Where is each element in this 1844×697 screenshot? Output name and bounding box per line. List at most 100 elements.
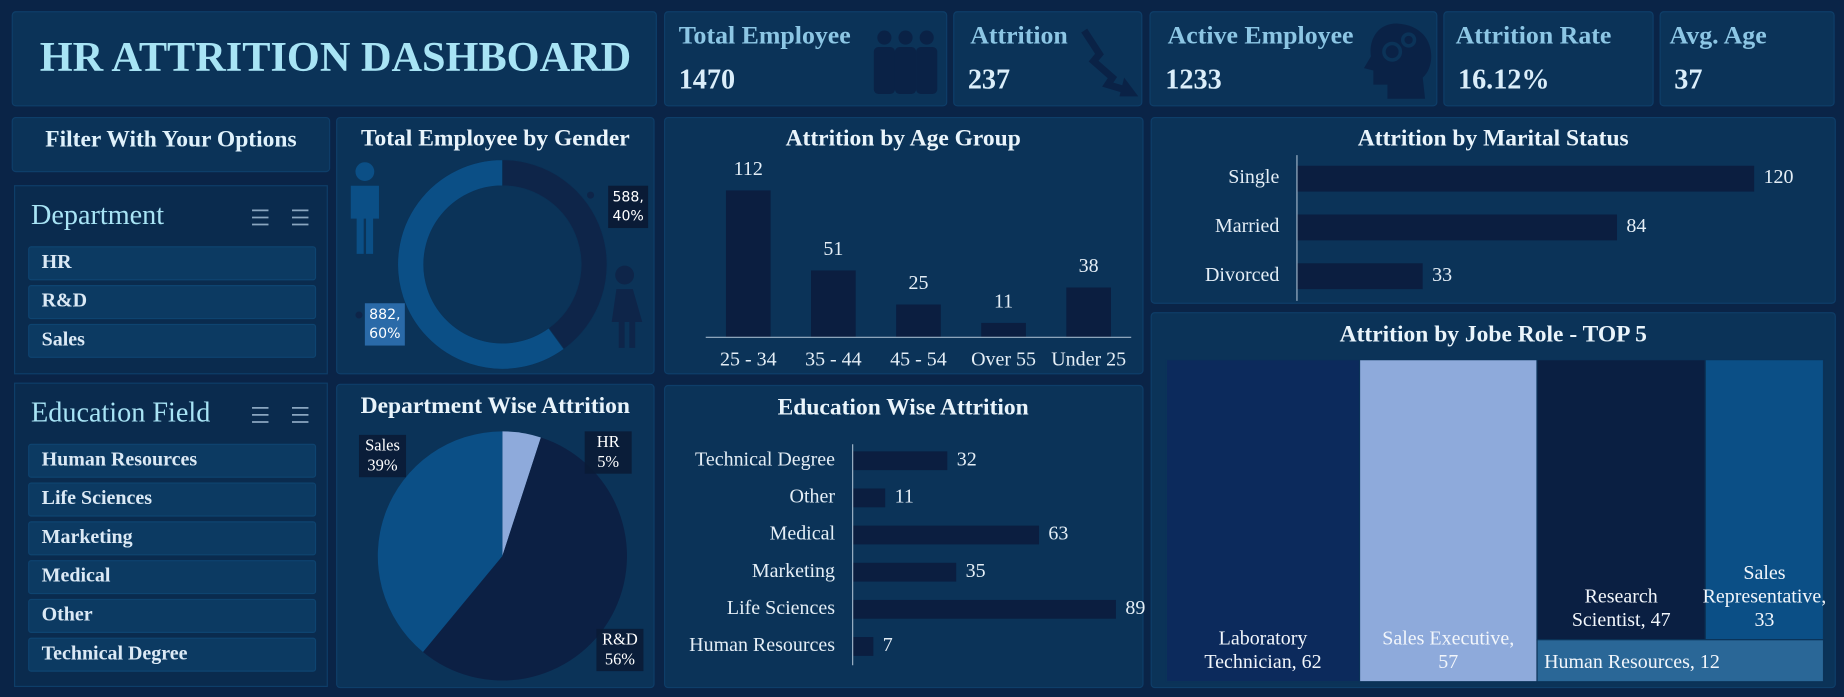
panel bbox=[11, 11, 657, 107]
bar bbox=[811, 270, 856, 338]
data-label: 63 bbox=[1048, 523, 1068, 545]
data-label: 11 bbox=[895, 485, 914, 507]
slicer-item-label: Human Resources bbox=[42, 448, 198, 470]
slicer-item-label: Other bbox=[42, 603, 93, 625]
data-label: Sales Representative, 33 bbox=[1703, 561, 1827, 630]
slicer-item-label: R&D bbox=[42, 290, 87, 312]
bar bbox=[852, 562, 957, 582]
slicer-item-label: Sales bbox=[42, 328, 86, 350]
bar bbox=[1066, 287, 1112, 338]
data-label: 120 bbox=[1764, 166, 1794, 188]
slicer-item[interactable] bbox=[28, 246, 317, 281]
y-tick-label: Medical bbox=[770, 523, 836, 545]
data-label: Sales Executive, 57 bbox=[1382, 627, 1514, 673]
people-icon bbox=[877, 30, 892, 45]
y-tick-label: Divorced bbox=[1205, 264, 1279, 286]
bar bbox=[852, 451, 948, 471]
panel bbox=[1443, 11, 1654, 107]
data-label: 5% bbox=[597, 452, 619, 471]
clear-filter-icon[interactable] bbox=[291, 406, 309, 423]
data-label-box bbox=[584, 431, 632, 474]
data-label: 25 bbox=[908, 272, 928, 294]
data-label: 51 bbox=[823, 238, 843, 260]
panel bbox=[953, 11, 1143, 107]
y-tick-label: Life Sciences bbox=[727, 597, 835, 619]
treemap-cell bbox=[1358, 359, 1538, 683]
x-tick-label: 45 - 54 bbox=[890, 348, 947, 370]
clear-filter-icon[interactable] bbox=[291, 209, 309, 226]
gear-icon bbox=[1382, 41, 1403, 62]
bar bbox=[725, 190, 771, 338]
chart-title: Total Employee by Gender bbox=[361, 125, 630, 151]
kpi-value: 37 bbox=[1674, 65, 1702, 96]
bar bbox=[852, 525, 1040, 545]
multi-select-icon[interactable] bbox=[252, 406, 269, 423]
treemap-cell bbox=[1704, 359, 1825, 641]
bar bbox=[981, 322, 1026, 338]
slice bbox=[422, 437, 627, 681]
bar bbox=[852, 637, 874, 656]
category-label: R&D bbox=[602, 629, 638, 648]
slicer-item[interactable] bbox=[28, 598, 317, 633]
data-label-box bbox=[358, 434, 407, 478]
slicer-item-label: Marketing bbox=[42, 526, 133, 548]
chart-title: Education Wise Attrition bbox=[778, 394, 1029, 420]
x-tick-label: 25 - 34 bbox=[720, 348, 777, 370]
data-label: Laboratory Technician, 62 bbox=[1204, 627, 1321, 673]
data-label: 56% bbox=[605, 649, 635, 668]
x-tick-label: 35 - 44 bbox=[805, 348, 862, 370]
kpi-label: Avg. Age bbox=[1670, 21, 1767, 50]
slicer-item-label: HR bbox=[42, 251, 73, 273]
slicer-item[interactable] bbox=[28, 285, 317, 320]
attrition-icon bbox=[1081, 28, 1133, 96]
bar bbox=[852, 488, 886, 508]
slicer-item[interactable] bbox=[28, 637, 317, 672]
panel bbox=[11, 116, 331, 173]
kpi-value: 1470 bbox=[679, 65, 735, 96]
slice bbox=[377, 431, 503, 652]
gear-icon bbox=[1400, 32, 1417, 48]
data-label-box bbox=[608, 185, 649, 229]
category-label: Sales bbox=[365, 435, 400, 454]
female-icon bbox=[611, 289, 643, 348]
dashboard-title: HR ATTRITION DASHBOARD bbox=[40, 34, 631, 81]
treemap-cell bbox=[1536, 359, 1706, 641]
y-tick-label: Human Resources bbox=[689, 634, 835, 656]
bar bbox=[896, 304, 941, 338]
slicer-item[interactable] bbox=[28, 560, 317, 595]
category-label: HR bbox=[597, 432, 620, 451]
chart-title: Department Wise Attrition bbox=[361, 393, 630, 419]
slicer-item-label: Technical Degree bbox=[42, 642, 188, 664]
chart-title: Attrition by Jobe Role - TOP 5 bbox=[1340, 322, 1647, 348]
kpi-label: Total Employee bbox=[679, 21, 851, 50]
data-label: 38 bbox=[1079, 255, 1099, 277]
slicer-item[interactable] bbox=[28, 482, 317, 517]
panel bbox=[1150, 116, 1836, 304]
slicer-item[interactable] bbox=[28, 521, 317, 556]
bar bbox=[1296, 214, 1618, 241]
kpi-value: 237 bbox=[968, 65, 1010, 96]
leader-dot bbox=[587, 191, 595, 199]
data-label: 33 bbox=[1432, 264, 1452, 286]
data-label: 39% bbox=[367, 455, 397, 474]
kpi-label: Attrition bbox=[970, 21, 1068, 50]
y-tick-label: Married bbox=[1215, 215, 1279, 237]
y-tick-label: Technical Degree bbox=[695, 448, 835, 470]
multi-select-icon[interactable] bbox=[252, 209, 269, 226]
slicer-item[interactable] bbox=[28, 323, 317, 358]
y-tick-label: Marketing bbox=[752, 560, 835, 582]
slicer-item[interactable] bbox=[28, 443, 317, 478]
slicer-item-label: Medical bbox=[42, 565, 111, 587]
attrition-icon bbox=[1119, 77, 1139, 97]
x-tick-label: Over 55 bbox=[971, 348, 1036, 370]
bar bbox=[852, 599, 1116, 619]
data-label: 89 bbox=[1125, 597, 1145, 619]
kpi-value: 16.12% bbox=[1458, 65, 1550, 96]
x-tick-label: Under 25 bbox=[1051, 348, 1126, 370]
people-icon bbox=[894, 47, 917, 95]
chart-title: Attrition by Marital Status bbox=[1358, 125, 1629, 151]
data-label: Human Resources, 12 bbox=[1544, 650, 1720, 672]
data-label: 35 bbox=[966, 560, 986, 582]
